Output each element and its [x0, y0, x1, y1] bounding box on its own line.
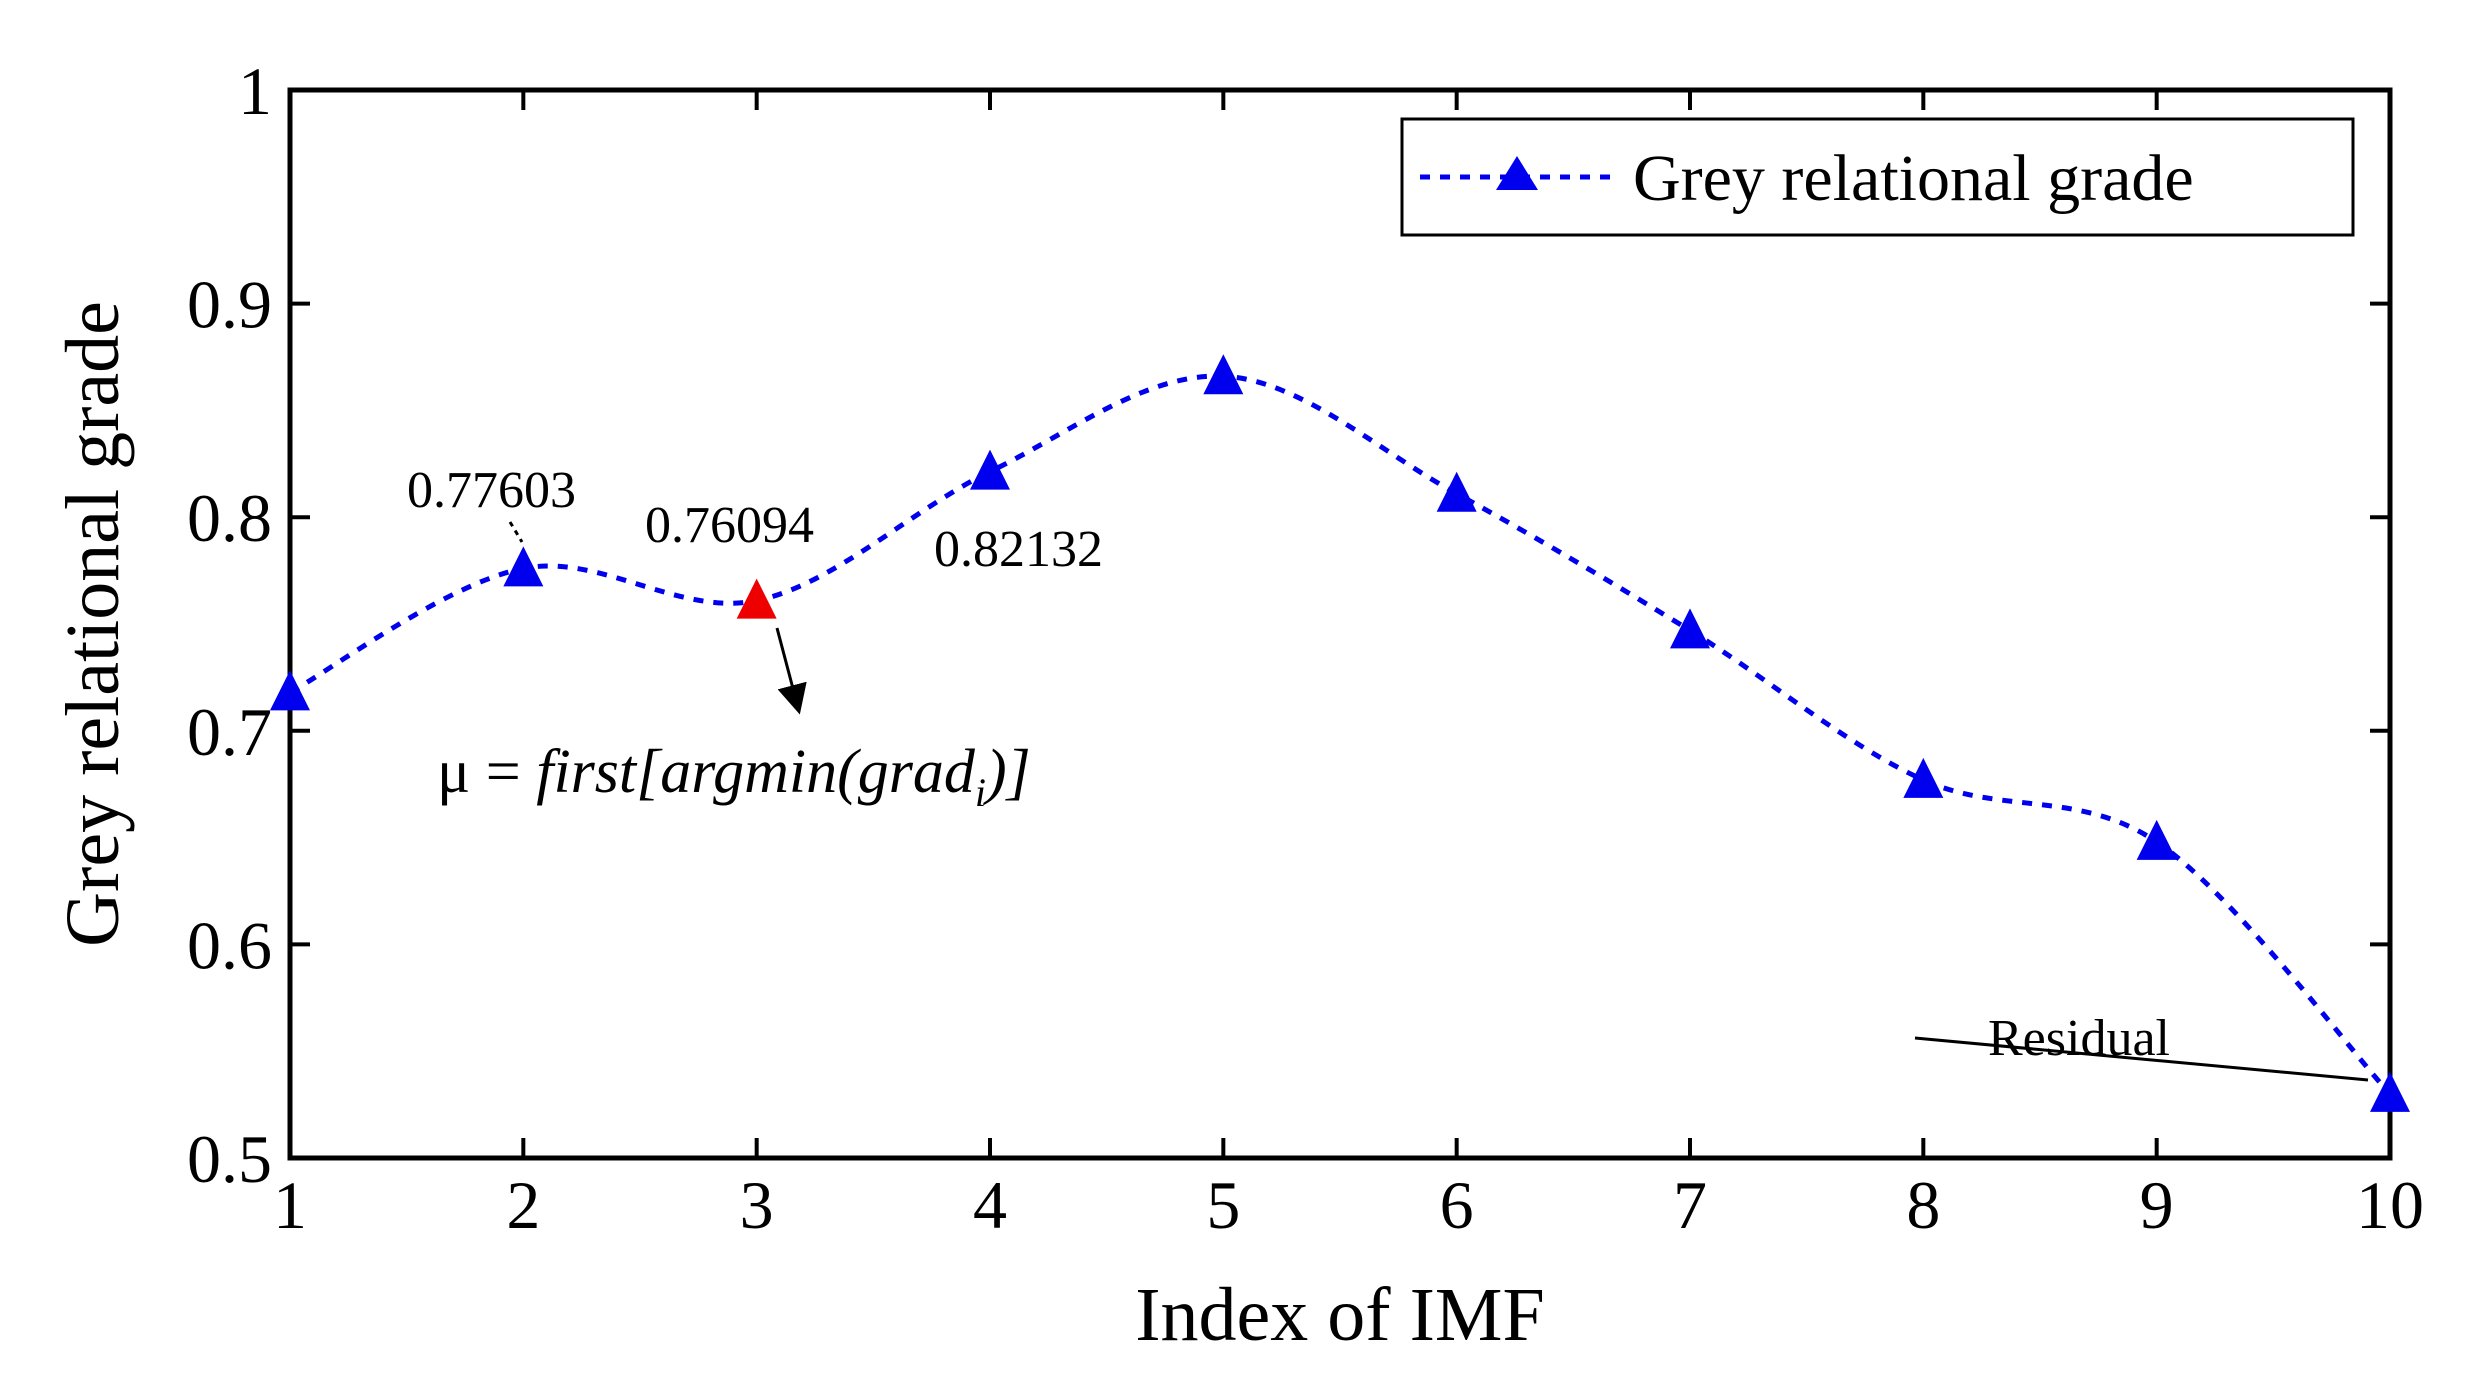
data-label-imf4: 0.82132: [934, 521, 1103, 578]
formula-arrow: [775, 627, 807, 715]
y-tick-label: 0.9: [187, 267, 272, 343]
series-markers: [270, 354, 2410, 1112]
plot-frame: [287, 87, 2393, 1161]
series-line-grey-relational-grade: [288, 373, 2392, 1096]
leader-line-imf2: [508, 521, 524, 543]
data-label-residual: Residual: [1988, 1010, 2170, 1067]
x-tick-label: 5: [1206, 1167, 1240, 1243]
data-point-imf-6: [1436, 471, 1477, 512]
data-point-imf-5: [1203, 354, 1244, 395]
data-point-imf-9: [2136, 819, 2177, 860]
axis-ticks: [288, 88, 2392, 1160]
x-tick-label: 1: [273, 1167, 307, 1243]
data-point-imf-3: [736, 578, 777, 619]
legend-entry-label: Grey relational grade: [1633, 142, 2194, 215]
y-axis-title: Grey relational grade: [51, 301, 135, 947]
x-tick-label: 3: [740, 1167, 774, 1243]
x-tick-label: 4: [973, 1167, 1007, 1243]
legend-marker-triangle: [1496, 156, 1538, 190]
data-point-imf-2: [503, 546, 544, 587]
axis-tick-labels: 1 2 3 4 5 6 7 8 9 10 0.5 0.6 0.7 0.8 0.9 1: [187, 53, 2424, 1243]
x-tick-label: 10: [2356, 1167, 2424, 1243]
x-tick-label: 8: [1906, 1167, 1940, 1243]
x-tick-label: 2: [506, 1167, 540, 1243]
data-point-imf-10: [2370, 1071, 2410, 1112]
y-tick-label: 0.5: [187, 1121, 272, 1197]
y-tick-label: 0.6: [187, 907, 272, 983]
leader-line-residual: [1914, 1036, 2369, 1082]
data-point-imf-1: [270, 670, 310, 711]
data-point-imf-8: [1903, 757, 1944, 798]
data-point-imf-7: [1670, 608, 1710, 649]
data-label-imf2: 0.77603: [407, 462, 576, 519]
legend: Grey relational grade: [1400, 117, 2355, 237]
y-tick-label: 0.7: [187, 694, 272, 770]
x-axis-title: Index of IMF: [1135, 1273, 1545, 1357]
x-tick-label: 7: [1673, 1167, 1707, 1243]
y-tick-label: 0.8: [187, 480, 272, 556]
data-point-imf-4: [970, 449, 1010, 490]
y-tick-label: 1: [238, 53, 272, 129]
x-tick-label: 9: [2140, 1167, 2174, 1243]
argmin-formula: μ = first[argmin(gradi)]: [437, 738, 1031, 815]
data-label-imf3: 0.76094: [645, 497, 814, 554]
x-tick-label: 6: [1440, 1167, 1474, 1243]
